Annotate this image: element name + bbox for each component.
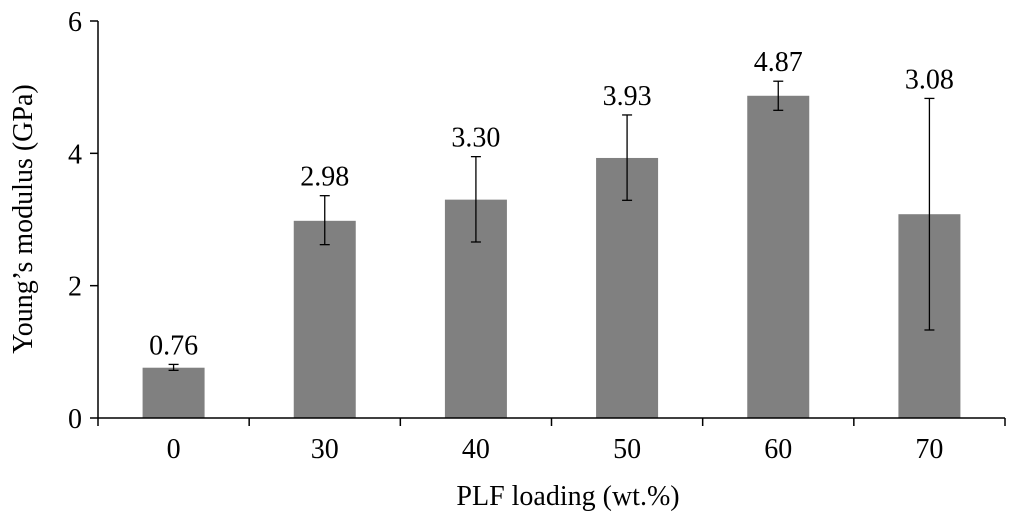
y-ticks-layer: 0 2 4 6	[68, 7, 98, 435]
x-tick-label: 50	[613, 434, 641, 465]
error-bar-30	[319, 195, 330, 246]
bar-30	[293, 220, 356, 418]
error-bar-60	[773, 80, 784, 111]
bar-0	[142, 367, 205, 418]
data-label-40: 3.30	[451, 123, 500, 154]
data-label-60: 4.87	[754, 47, 803, 78]
x-ticks-layer: 0 30 40 50 60 70	[97, 418, 1006, 465]
error-bar-40	[470, 155, 481, 243]
x-tick-label: 0	[167, 434, 181, 465]
error-bars-layer	[168, 80, 935, 372]
data-label-50: 3.93	[603, 81, 652, 112]
x-tick-label: 30	[311, 434, 339, 465]
bars-layer	[142, 95, 961, 418]
data-label-0: 0.76	[149, 330, 198, 361]
axes-layer	[97, 21, 1005, 419]
data-labels-layer: 0.76 2.98 3.30 3.93 4.87 3.08	[149, 47, 954, 361]
bar-60	[747, 95, 810, 418]
x-tick-label: 70	[915, 434, 943, 465]
y-tick-label: 2	[68, 272, 82, 303]
x-tick-label: 60	[764, 434, 792, 465]
y-axis-title: Young’s modulus (GPa)	[8, 84, 39, 353]
error-bar-70	[924, 97, 935, 331]
y-tick-label: 4	[68, 139, 82, 170]
data-label-70: 3.08	[905, 64, 954, 95]
y-tick-label: 0	[68, 404, 82, 435]
error-bar-0	[168, 363, 179, 372]
x-tick-label: 40	[462, 434, 490, 465]
y-tick-label: 6	[68, 7, 82, 38]
bar-50	[596, 157, 659, 418]
data-label-30: 2.98	[300, 162, 349, 193]
x-axis-title: PLF loading (wt.%)	[456, 481, 679, 512]
error-bar-50	[622, 114, 633, 201]
